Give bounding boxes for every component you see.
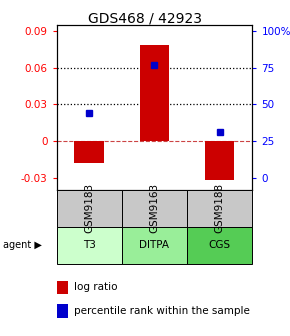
Text: GSM9163: GSM9163	[149, 183, 160, 234]
Bar	[75, 141, 104, 163]
Text: DITPA: DITPA	[139, 240, 169, 250]
Bar	[140, 45, 169, 141]
Text: GSM9183: GSM9183	[84, 183, 94, 234]
Text: CGS: CGS	[209, 240, 231, 250]
Bar	[205, 141, 234, 180]
Text: GSM9188: GSM9188	[215, 183, 225, 234]
Text: T3: T3	[83, 240, 96, 250]
Text: percentile rank within the sample: percentile rank within the sample	[74, 306, 250, 316]
Text: agent ▶: agent ▶	[3, 240, 42, 250]
Text: GDS468 / 42923: GDS468 / 42923	[88, 12, 202, 26]
Text: log ratio: log ratio	[74, 282, 117, 292]
